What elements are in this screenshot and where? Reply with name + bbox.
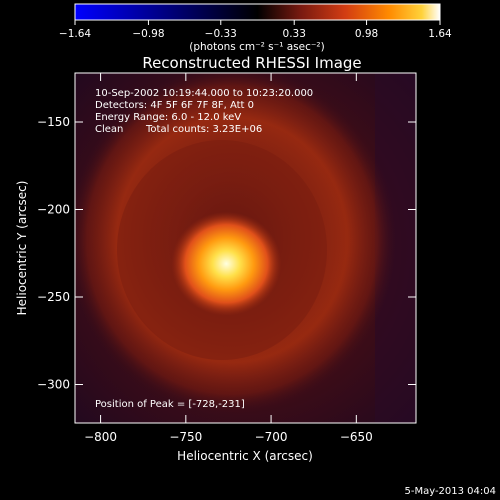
heatmap-image [75,73,416,423]
annotation-algorithm: Clean [95,124,123,135]
colorbar-tick-label: −1.64 [59,28,91,40]
x-tick-labels: −800 −750 −700 −650 [84,430,373,444]
flare-peak-source [171,211,282,316]
x-tick-label: −700 [255,430,288,444]
y-tick-label: −200 [37,203,70,217]
colorbar-ticks [74,20,441,25]
colorbar-tick-label: −0.98 [132,28,164,40]
footer-date: 5-May-2013 04:04 [404,486,496,497]
y-tick-labels: −150 −200 −250 −300 [37,115,70,392]
x-tick-label: −750 [169,430,202,444]
y-axis-label: Heliocentric Y (arcsec) [15,181,29,316]
plot-frame [74,72,417,424]
x-tick-label: −650 [340,430,373,444]
colorbar-tick-label: −0.33 [205,28,237,40]
chart-title: Reconstructed RHESSI Image [142,54,361,72]
axis-ticks [75,73,416,423]
colorbar-unit-label: (photons cm⁻² s⁻¹ asec⁻²) [189,41,324,53]
annotation-peak-position: Position of Peak = [-728,-231] [95,399,245,410]
annotation-total-counts: Total counts: 3.23E+06 [145,124,262,135]
colorbar-tick-label: 0.33 [283,28,306,40]
y-tick-label: −150 [37,115,70,129]
colorbar [74,3,441,21]
annotation-detectors: Detectors: 4F 5F 6F 7F 8F, Att 0 [95,100,254,111]
colorbar-tick-labels: −1.64 −0.98 −0.33 0.33 0.98 1.64 [59,28,452,40]
x-axis-label: Heliocentric X (arcsec) [177,449,313,463]
colorbar-tick-label: 1.64 [428,28,452,40]
y-tick-label: −250 [37,290,70,304]
x-tick-label: −800 [84,430,117,444]
annotation-time-range: 10-Sep-2002 10:19:44.000 to 10:23:20.000 [95,88,313,99]
colorbar-tick-label: 0.98 [355,28,378,40]
y-tick-label: −300 [37,378,70,392]
annotation-energy-range: Energy Range: 6.0 - 12.0 keV [95,112,241,123]
